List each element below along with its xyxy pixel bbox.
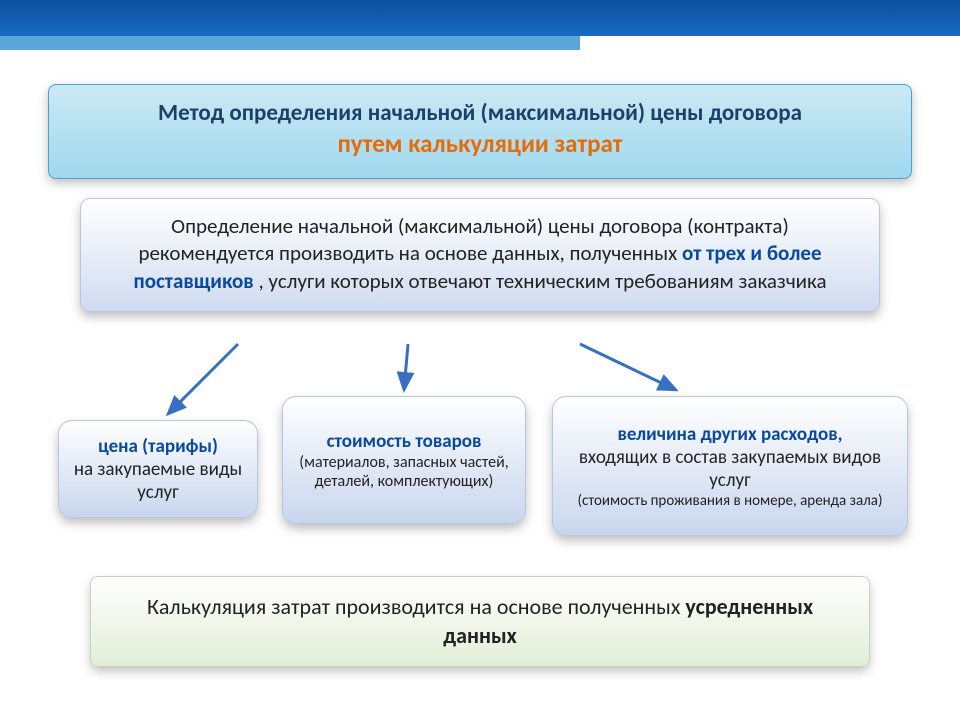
title-line1: Метод определения начальной (максимально…	[69, 99, 891, 128]
branch-1-body: на закупаемые виды услуг	[71, 458, 245, 504]
arrow-1	[168, 344, 238, 414]
description-post: , услуги которых отвечают техническим тр…	[258, 268, 826, 294]
arrow-3	[580, 344, 676, 390]
branch-box-2: стоимость товаров (материалов, запасных …	[282, 396, 526, 524]
branch-1-head: цена (тарифы)	[71, 435, 245, 458]
title-line2: путем калькуляции затрат	[69, 128, 891, 161]
summary-pre: Калькуляция затрат производится на основ…	[147, 593, 685, 620]
description-box: Определение начальной (максимальной) цен…	[80, 198, 880, 312]
header-accent	[0, 36, 580, 50]
branch-2-sub: (материалов, запасных частей, деталей, к…	[295, 453, 513, 491]
branch-3-head: величина других расходов,	[565, 423, 895, 446]
branch-3-sub: (стоимость проживания в номере, аренда з…	[565, 492, 895, 510]
branch-3-body: входящих в состав закупаемых видов услуг	[565, 446, 895, 492]
branch-box-1: цена (тарифы) на закупаемые виды услуг	[58, 420, 258, 518]
branch-box-3: величина других расходов, входящих в сос…	[552, 396, 908, 536]
branch-2-head: стоимость товаров	[295, 430, 513, 453]
title-box: Метод определения начальной (максимально…	[48, 84, 912, 179]
summary-box: Калькуляция затрат производится на основ…	[90, 576, 870, 667]
header-bar	[0, 0, 960, 36]
arrow-2	[404, 344, 408, 390]
